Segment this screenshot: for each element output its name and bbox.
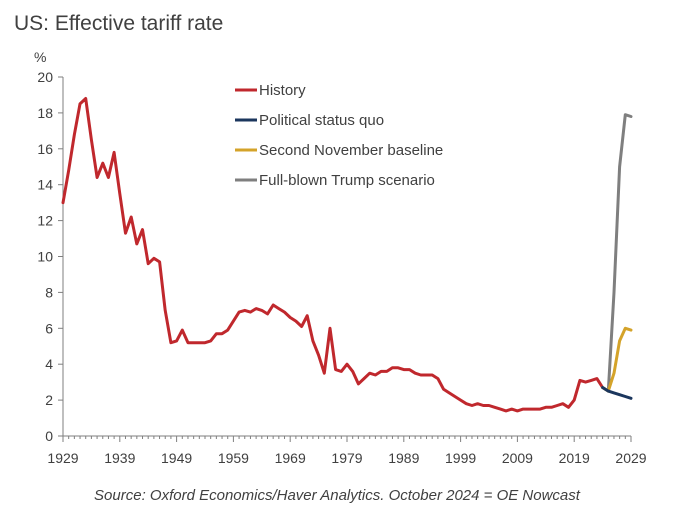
y-tick-label: 12: [37, 213, 53, 229]
y-tick-label: 4: [45, 356, 53, 372]
x-tick-label: 2019: [559, 450, 590, 466]
x-tick-label: 1989: [388, 450, 419, 466]
legend-label: Political status quo: [259, 112, 384, 129]
y-tick-label: 14: [37, 177, 53, 193]
y-tick-label: 0: [45, 428, 53, 444]
y-tick-label: 18: [37, 105, 53, 121]
y-tick-label: 2: [45, 392, 53, 408]
x-tick-label: 1959: [218, 450, 249, 466]
legend-label: Full-blown Trump scenario: [259, 172, 435, 189]
y-tick-label: 6: [45, 320, 53, 336]
x-tick-label: 1929: [47, 450, 78, 466]
axes: [58, 76, 632, 442]
legend-label: Second November baseline: [259, 142, 443, 159]
x-tick-label: 1939: [104, 450, 135, 466]
series-lines: [61, 97, 633, 413]
legend-label: History: [259, 82, 306, 99]
legend: History Political status quo Second Novemb…: [235, 82, 443, 189]
y-tick-label: 8: [45, 284, 53, 300]
y-tick-label: 10: [37, 249, 53, 265]
series-line-history: [61, 97, 605, 413]
series-line-second-november-baseline: [601, 326, 633, 393]
y-tick-label: 16: [37, 141, 53, 157]
x-tick-label: 1949: [161, 450, 192, 466]
chart-title: US: Effective tariff rate: [14, 12, 224, 35]
x-tick-label: 1999: [445, 450, 476, 466]
tick-labels: 0 2 4 6 8 10 12 14 16 18 20 1929 1939 1949 1959 1969 197…: [37, 69, 646, 466]
x-tick-label: 1969: [275, 450, 306, 466]
x-tick-label: 2009: [502, 450, 533, 466]
x-tick-label: 1979: [331, 450, 362, 466]
x-tick-label: 2029: [615, 450, 646, 466]
y-tick-label: 20: [37, 69, 53, 85]
source-note: Source: Oxford Economics/Haver Analytics…: [94, 487, 580, 504]
y-axis-unit-label: %: [34, 49, 46, 65]
series-line-political-status-quo: [601, 386, 633, 400]
